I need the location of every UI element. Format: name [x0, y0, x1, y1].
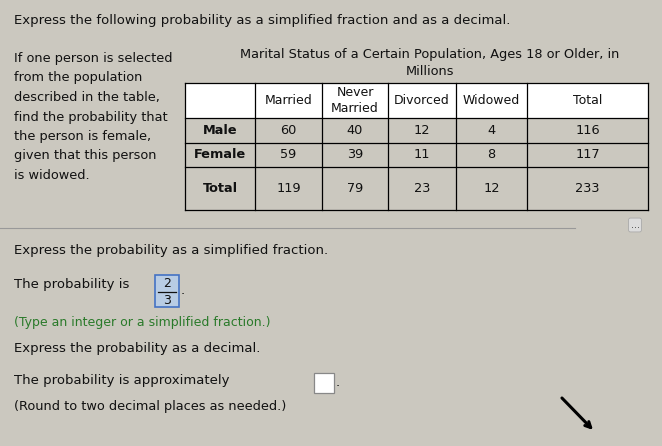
FancyBboxPatch shape — [185, 83, 648, 118]
Text: (Type an integer or a simplified fraction.): (Type an integer or a simplified fractio… — [14, 316, 271, 329]
Text: 4: 4 — [487, 124, 496, 137]
Text: Married: Married — [265, 94, 312, 107]
FancyBboxPatch shape — [314, 373, 334, 393]
Text: Express the probability as a decimal.: Express the probability as a decimal. — [14, 342, 260, 355]
Text: ...: ... — [630, 220, 639, 230]
Text: Total: Total — [573, 94, 602, 107]
Text: 8: 8 — [487, 149, 496, 161]
Text: 59: 59 — [281, 149, 297, 161]
Text: find the probability that: find the probability that — [14, 111, 167, 124]
Text: is widowed.: is widowed. — [14, 169, 89, 182]
Text: 119: 119 — [276, 182, 301, 195]
Text: given that this person: given that this person — [14, 149, 156, 162]
Text: 116: 116 — [575, 124, 600, 137]
Text: 11: 11 — [414, 149, 430, 161]
Text: Divorced: Divorced — [394, 94, 450, 107]
Text: 79: 79 — [347, 182, 363, 195]
Text: Male: Male — [203, 124, 237, 137]
FancyBboxPatch shape — [155, 275, 179, 307]
Text: the person is female,: the person is female, — [14, 130, 151, 143]
Text: Total: Total — [203, 182, 238, 195]
Text: 40: 40 — [347, 124, 363, 137]
Text: If one person is selected: If one person is selected — [14, 52, 173, 65]
Text: described in the table,: described in the table, — [14, 91, 160, 104]
Text: 2: 2 — [163, 277, 171, 290]
Text: from the population: from the population — [14, 71, 142, 84]
Text: The probability is approximately: The probability is approximately — [14, 374, 230, 387]
Text: 12: 12 — [414, 124, 430, 137]
Text: Never
Married: Never Married — [331, 87, 379, 115]
Text: 3: 3 — [163, 294, 171, 307]
Text: Widowed: Widowed — [463, 94, 520, 107]
Text: 233: 233 — [575, 182, 600, 195]
Text: 117: 117 — [575, 149, 600, 161]
Text: .: . — [181, 284, 185, 297]
Text: Female: Female — [194, 149, 246, 161]
Text: 60: 60 — [280, 124, 297, 137]
Text: Express the probability as a simplified fraction.: Express the probability as a simplified … — [14, 244, 328, 257]
Text: 12: 12 — [483, 182, 500, 195]
Text: Marital Status of a Certain Population, Ages 18 or Older, in: Marital Status of a Certain Population, … — [240, 48, 620, 61]
Text: .: . — [336, 376, 340, 389]
Text: The probability is: The probability is — [14, 278, 134, 291]
Text: Millions: Millions — [406, 65, 454, 78]
Text: 39: 39 — [347, 149, 363, 161]
Text: 23: 23 — [414, 182, 430, 195]
Text: (Round to two decimal places as needed.): (Round to two decimal places as needed.) — [14, 400, 287, 413]
Text: Express the following probability as a simplified fraction and as a decimal.: Express the following probability as a s… — [14, 14, 510, 27]
